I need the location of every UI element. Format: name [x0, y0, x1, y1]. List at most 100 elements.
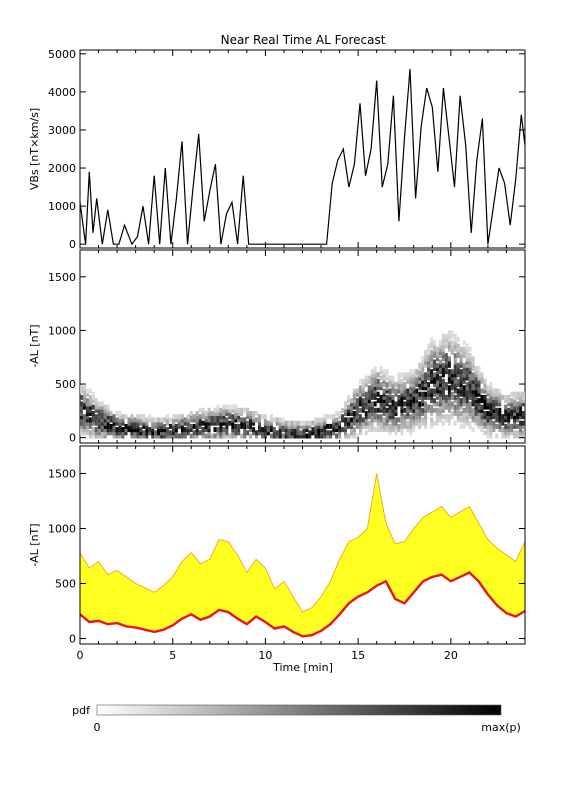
al-pdf-cell — [290, 433, 294, 439]
al-pdf-cell — [513, 404, 517, 410]
al-pdf-cell — [106, 407, 110, 413]
al-pdf-cell — [361, 404, 365, 410]
al-pdf-cell — [370, 427, 374, 433]
al-pdf-cell — [103, 433, 107, 439]
al-pdf-cell — [400, 414, 404, 420]
al-pdf-cell — [379, 401, 383, 407]
al-pdf-cell — [320, 420, 324, 426]
al-pdf-cell — [450, 414, 454, 420]
al-pdf-x-axis — [79, 250, 526, 443]
al-pdf-cell — [477, 420, 481, 426]
al-pdf-cell — [513, 423, 517, 429]
al-pdf-cell — [430, 411, 434, 416]
al-pdf-cell — [335, 427, 339, 433]
al-pdf-cell — [400, 385, 404, 391]
al-pdf-cell — [492, 414, 496, 420]
al-pdf-cell — [382, 382, 386, 388]
al-pdf-cell — [412, 391, 416, 397]
al-pdf-cell — [317, 423, 321, 429]
al-pdf-cell — [121, 427, 125, 433]
al-pdf-cell — [207, 414, 211, 420]
al-pdf-cell — [441, 362, 445, 368]
al-pdf-cell — [513, 430, 517, 436]
al-pdf-cell — [394, 417, 398, 423]
al-pdf-cell — [406, 375, 410, 381]
al-pdf-cell — [406, 420, 410, 426]
al-pdf-cell — [80, 385, 83, 391]
al-pdf-cell — [441, 394, 445, 400]
al-pdf-cell — [347, 404, 350, 410]
al-pdf-cell — [480, 404, 484, 410]
al-pdf-cell — [441, 414, 445, 420]
al-pdf-cell — [480, 407, 484, 413]
al-pdf-cell — [379, 427, 383, 433]
al-pdf-cell — [486, 391, 490, 397]
al-pdf-cell — [376, 414, 380, 420]
al-pdf-cell — [97, 417, 101, 423]
al-pdf-cell — [406, 407, 410, 413]
al-pdf-cell — [151, 423, 155, 429]
al-pdf-cell — [80, 411, 83, 416]
al-pdf-cell — [441, 372, 445, 378]
al-pdf-cell — [471, 362, 475, 368]
al-pdf-cell — [394, 420, 398, 426]
al-pdf-cell — [421, 385, 425, 391]
al-pdf-cell — [415, 401, 419, 407]
al-pdf-cell — [266, 430, 270, 436]
al-pdf-cell — [462, 420, 466, 426]
al-pdf-cell — [450, 401, 454, 407]
al-pdf-cell — [358, 378, 362, 384]
al-pdf-cell — [394, 423, 398, 429]
al-pdf-cell — [347, 411, 350, 416]
al-pdf-cell — [439, 343, 442, 349]
al-pdf-cell — [293, 433, 297, 439]
al-pdf-y-tick-label: 0 — [69, 432, 76, 445]
al-pdf-cell — [468, 366, 472, 371]
al-pdf-cell — [519, 401, 523, 407]
al-pdf-cell — [424, 420, 428, 426]
al-pdf-cell — [373, 391, 377, 397]
al-pdf-cell — [352, 433, 356, 439]
al-pdf-cell — [462, 375, 466, 381]
al-pdf-cell — [160, 433, 164, 439]
al-pdf-cell — [498, 420, 502, 426]
al-pdf-cell — [109, 411, 113, 416]
al-pdf-cell — [418, 378, 422, 384]
al-pdf-cell — [367, 420, 371, 426]
al-pdf-cell — [391, 411, 395, 416]
al-pdf-cell — [364, 378, 368, 384]
al-pdf-cell — [486, 388, 490, 394]
al-pdf-cell — [409, 398, 413, 404]
al-pdf-cell — [424, 359, 428, 365]
al-pdf-cell — [373, 388, 377, 394]
al-pdf-cell — [480, 375, 484, 381]
al-pdf-cell — [305, 433, 309, 439]
al-pdf-cell — [441, 382, 445, 388]
al-pdf-cell — [370, 378, 374, 384]
al-pdf-cell — [228, 411, 232, 416]
al-pdf-cell — [163, 423, 167, 429]
al-pdf-cell — [501, 427, 505, 433]
al-pdf-cell — [142, 420, 146, 426]
al-pdf-cell — [252, 420, 256, 426]
al-pdf-cell — [320, 417, 324, 423]
al-pdf-cell — [91, 394, 95, 400]
al-pdf-cell — [367, 388, 371, 394]
al-pdf-cell — [97, 423, 101, 429]
al-pdf-cell — [112, 430, 116, 436]
al-pdf-cell — [465, 394, 469, 400]
al-pdf-cell — [424, 362, 428, 368]
al-pdf-cell — [391, 423, 395, 429]
al-pdf-cell — [412, 411, 416, 416]
al-pdf-cell — [415, 388, 419, 394]
al-pdf-cell — [370, 394, 374, 400]
al-pdf-cell — [195, 411, 199, 416]
al-pdf-cell — [151, 433, 155, 439]
al-pdf-cell — [439, 401, 442, 407]
al-pdf-cell — [415, 382, 419, 388]
al-pdf-cell — [100, 401, 104, 407]
al-pdf-cell — [355, 414, 359, 420]
al-pdf-cell — [462, 407, 466, 413]
al-pdf-cell — [258, 417, 261, 423]
al-pdf-cell — [379, 407, 383, 413]
